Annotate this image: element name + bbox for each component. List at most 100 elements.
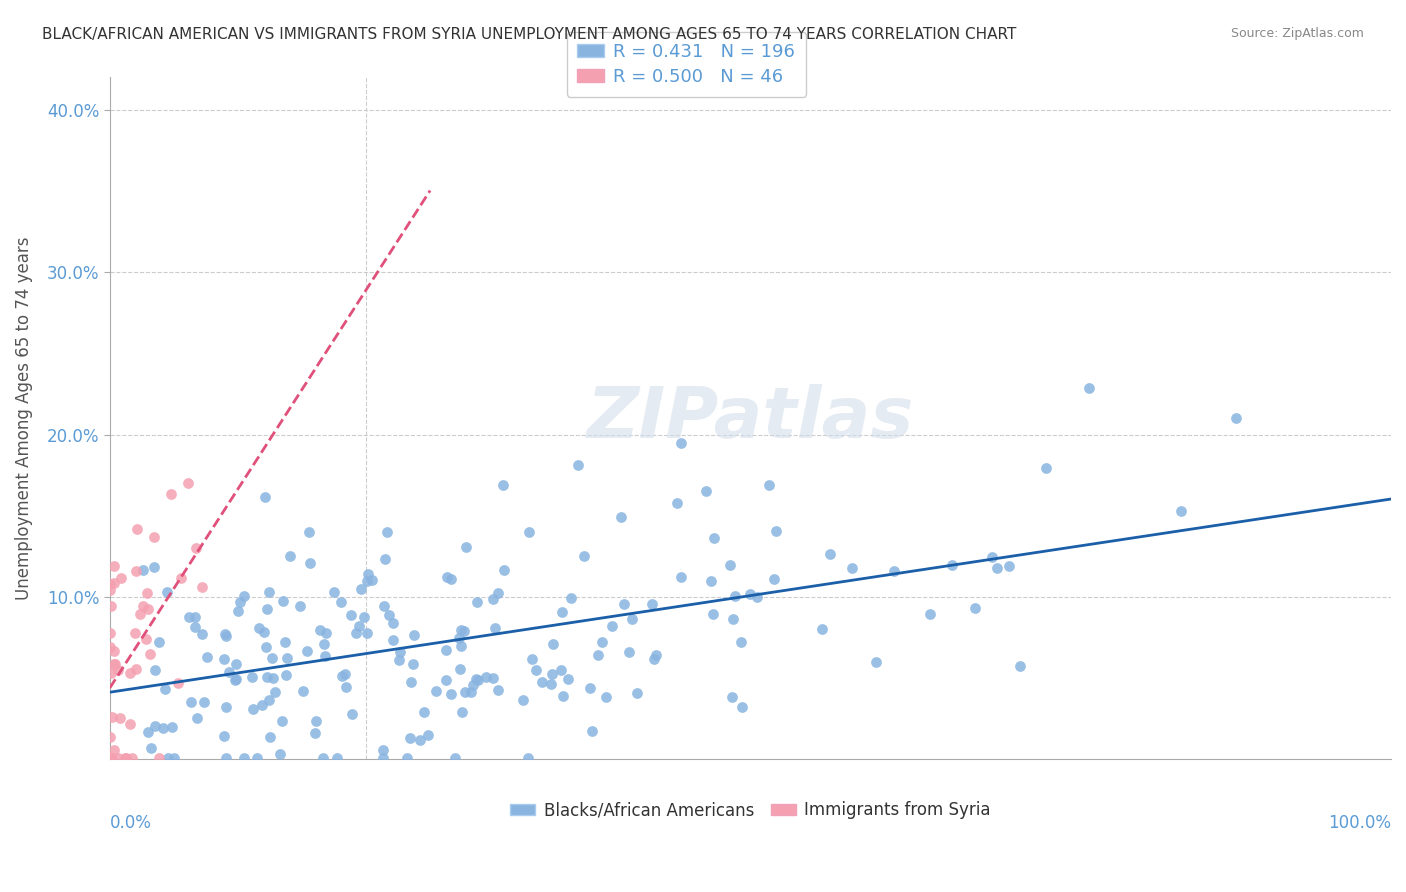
Point <box>375 524 398 539</box>
Point <box>353 610 375 624</box>
Point <box>350 582 373 596</box>
Point <box>439 687 461 701</box>
Point <box>148 635 170 649</box>
Point <box>425 684 447 698</box>
Point <box>512 693 534 707</box>
Point <box>115 751 138 765</box>
Point <box>557 672 579 686</box>
Point <box>841 561 863 575</box>
Point <box>148 751 170 765</box>
Point <box>402 657 425 671</box>
Point <box>335 680 357 694</box>
Point <box>290 599 312 613</box>
Point <box>409 733 432 747</box>
Point <box>381 632 404 647</box>
Point <box>758 477 780 491</box>
Point <box>184 610 207 624</box>
Point <box>440 572 463 586</box>
Point <box>141 741 163 756</box>
Point <box>374 552 396 566</box>
Point <box>724 589 747 603</box>
Point <box>100 599 122 613</box>
Point <box>271 594 294 608</box>
Point <box>114 751 136 765</box>
Point <box>1078 381 1101 395</box>
Point <box>312 751 335 765</box>
Point <box>263 685 285 699</box>
Point <box>162 721 184 735</box>
Point <box>356 574 378 589</box>
Point <box>540 677 562 691</box>
Text: 100.0%: 100.0% <box>1329 814 1391 832</box>
Point <box>256 602 278 616</box>
Point <box>818 547 841 561</box>
Point <box>436 569 458 583</box>
Point <box>747 590 769 604</box>
Point <box>262 671 284 685</box>
Point <box>610 510 633 524</box>
Point <box>100 751 122 765</box>
Point <box>612 597 634 611</box>
Point <box>226 603 249 617</box>
Point <box>229 595 252 609</box>
Point <box>396 751 419 765</box>
Point <box>723 612 745 626</box>
Point <box>163 751 186 765</box>
Point <box>110 571 132 585</box>
Point <box>619 645 641 659</box>
Point <box>298 524 321 539</box>
Point <box>883 564 905 578</box>
Point <box>703 532 725 546</box>
Point <box>191 627 214 641</box>
Point <box>486 586 509 600</box>
Point <box>184 541 207 556</box>
Legend: Blacks/African Americans, Immigrants from Syria: Blacks/African Americans, Immigrants fro… <box>503 795 997 826</box>
Point <box>447 631 470 645</box>
Point <box>136 724 159 739</box>
Point <box>212 729 235 743</box>
Point <box>132 599 155 613</box>
Point <box>450 639 472 653</box>
Point <box>257 585 280 599</box>
Point <box>378 607 401 622</box>
Point <box>254 640 277 654</box>
Point <box>671 436 693 450</box>
Point <box>666 496 689 510</box>
Point <box>107 751 129 765</box>
Point <box>100 731 122 745</box>
Point <box>139 647 162 661</box>
Point <box>191 580 214 594</box>
Point <box>136 602 159 616</box>
Point <box>98 751 121 765</box>
Point <box>256 670 278 684</box>
Point <box>132 562 155 576</box>
Point <box>486 683 509 698</box>
Point <box>344 626 367 640</box>
Point <box>250 698 273 712</box>
Point <box>103 559 125 574</box>
Point <box>482 671 505 685</box>
Point <box>986 561 1008 575</box>
Point <box>702 607 724 621</box>
Point <box>323 585 346 599</box>
Point <box>399 731 422 745</box>
Point <box>454 684 477 698</box>
Point <box>315 626 337 640</box>
Point <box>586 648 609 663</box>
Point <box>214 700 236 714</box>
Point <box>297 644 319 658</box>
Point <box>453 624 475 638</box>
Point <box>340 607 363 622</box>
Point <box>388 653 411 667</box>
Text: Source: ZipAtlas.com: Source: ZipAtlas.com <box>1230 27 1364 40</box>
Point <box>177 475 200 490</box>
Point <box>292 684 315 698</box>
Point <box>482 591 505 606</box>
Point <box>340 706 363 721</box>
Point <box>461 678 484 692</box>
Point <box>276 650 298 665</box>
Point <box>180 695 202 709</box>
Point <box>740 587 762 601</box>
Point <box>103 657 125 671</box>
Point <box>305 714 328 728</box>
